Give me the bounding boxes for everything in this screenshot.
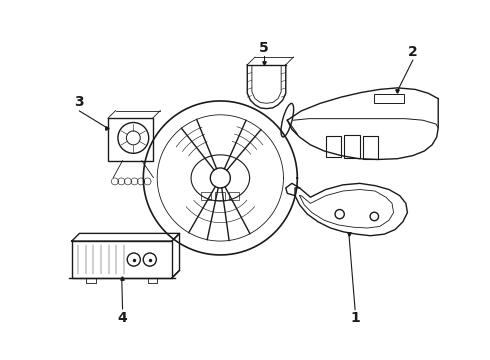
Bar [72,241,172,278]
Bar [363,136,378,159]
Bar [344,135,360,158]
Text: 2: 2 [408,45,417,59]
Bar [374,94,404,103]
Text: 3: 3 [74,95,84,109]
Text: 5: 5 [259,41,269,55]
Bar [326,136,341,157]
Bar [108,118,152,161]
Text: 4: 4 [118,311,127,325]
Text: 1: 1 [350,311,360,325]
